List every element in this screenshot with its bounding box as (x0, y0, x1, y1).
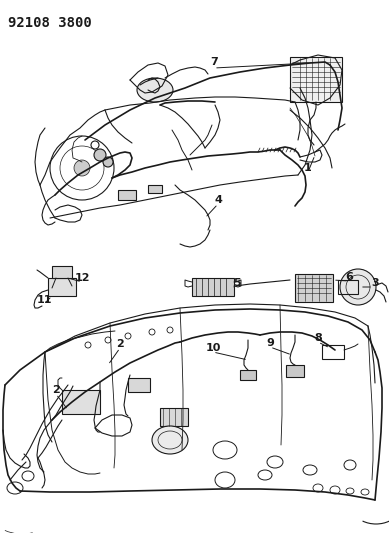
Text: 10: 10 (205, 343, 221, 353)
Ellipse shape (74, 160, 90, 176)
Bar (240, 370, 256, 380)
Text: 11: 11 (36, 295, 52, 305)
Text: 92108 3800: 92108 3800 (8, 16, 92, 30)
Text: 1: 1 (304, 163, 312, 173)
Text: 7: 7 (210, 57, 218, 67)
Text: 3: 3 (371, 278, 379, 288)
Bar (286, 365, 304, 377)
Bar (290, 57, 342, 102)
Text: 12: 12 (74, 273, 90, 283)
Ellipse shape (152, 426, 188, 454)
Bar (338, 280, 358, 294)
Bar (148, 185, 162, 193)
Bar (62, 390, 100, 414)
Text: 5: 5 (233, 278, 241, 288)
Text: 2: 2 (52, 385, 60, 395)
Bar (118, 190, 136, 200)
Text: 4: 4 (214, 195, 222, 205)
Bar (128, 378, 150, 392)
Bar (48, 278, 76, 296)
Text: 9: 9 (266, 338, 274, 348)
Text: 2: 2 (116, 339, 124, 349)
Bar (52, 266, 72, 278)
Ellipse shape (137, 78, 173, 102)
Ellipse shape (103, 157, 113, 167)
Text: 6: 6 (345, 272, 353, 282)
Bar (160, 408, 188, 426)
Bar (295, 274, 333, 302)
Text: 8: 8 (314, 333, 322, 343)
Bar (322, 345, 344, 359)
Bar (192, 278, 234, 296)
Ellipse shape (94, 149, 106, 161)
Ellipse shape (340, 269, 376, 305)
